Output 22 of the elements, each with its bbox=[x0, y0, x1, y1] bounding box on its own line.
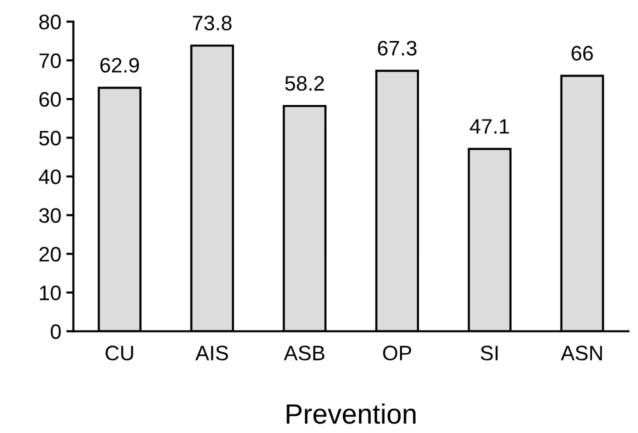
x-tick-label: OP bbox=[383, 346, 412, 360]
x-tick-label: ASN bbox=[560, 346, 602, 360]
x-tick-label: ASB bbox=[284, 346, 324, 360]
x-tick-label: SI bbox=[480, 346, 498, 360]
y-tick-label: 60 bbox=[39, 92, 61, 107]
data-label: 66 bbox=[572, 46, 593, 61]
data-label: 62.9 bbox=[100, 58, 139, 73]
data-label: 67.3 bbox=[378, 40, 417, 56]
data-label: 47.1 bbox=[470, 119, 509, 134]
y-tick-label: 40 bbox=[38, 169, 61, 184]
x-tick-label: CU bbox=[106, 346, 134, 360]
y-tick-label: 10 bbox=[40, 286, 61, 300]
data-label: 73.8 bbox=[192, 16, 232, 30]
x-tick-label: AIS bbox=[195, 346, 228, 360]
y-tick-label: 30 bbox=[39, 208, 61, 223]
y-tick-label: 80 bbox=[39, 14, 61, 30]
data-label: 58.2 bbox=[285, 76, 324, 91]
y-tick-label: 70 bbox=[39, 53, 61, 68]
y-tick-label: 20 bbox=[39, 246, 61, 262]
y-tick-label: 0 bbox=[50, 324, 61, 339]
x-axis-title: Prevention bbox=[286, 403, 416, 424]
y-tick-label: 50 bbox=[39, 130, 61, 146]
